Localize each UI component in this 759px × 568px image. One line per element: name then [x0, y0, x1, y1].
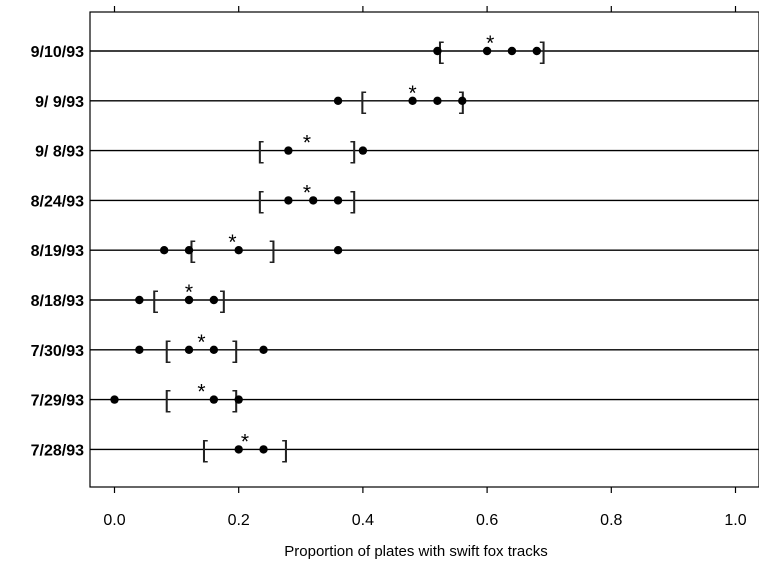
data-point [234, 445, 243, 454]
row-label: 9/10/93 [31, 44, 84, 61]
ci-right-bracket: ] [220, 287, 227, 314]
data-point [433, 46, 442, 56]
x-axis-ticks: 0.0 0.2 0.4 0.6 0.8 1.0 [103, 487, 747, 529]
row-label: 8/24/93 [31, 193, 84, 210]
data-point [408, 96, 417, 106]
data-point [259, 445, 268, 454]
ci-left-bracket: [ [201, 436, 208, 463]
ci-left-bracket: [ [152, 287, 159, 314]
data-point [358, 146, 368, 155]
row-label: 7/29/93 [31, 393, 84, 410]
x-tick-label: 0.2 [228, 512, 250, 529]
data-point [284, 146, 293, 155]
data-point [507, 46, 517, 56]
data-point [333, 96, 343, 106]
ci-left-bracket: [ [257, 138, 264, 165]
x-tick-label: 0.8 [600, 512, 622, 529]
ci-left-bracket: [ [164, 387, 171, 414]
data-row: 9/ 9/93[]* [35, 82, 759, 115]
ci-left-bracket: [ [257, 187, 264, 214]
data-row: 8/18/93 [] * [31, 281, 759, 314]
row-label: 9/ 8/93 [35, 144, 84, 161]
data-point [234, 246, 243, 255]
row-label: 8/18/93 [31, 293, 84, 310]
data-row: 7/28/93 [] * [31, 430, 759, 463]
mean-marker: * [197, 381, 205, 404]
data-rows: 9/10/93 [] * 9/ 9/93 [] * 9/ 8/93 [] * 8/24/93 [] *… [31, 32, 759, 463]
data-point [110, 395, 119, 404]
data-point [209, 295, 219, 305]
data-point [135, 295, 144, 305]
x-tick-label: 0.0 [103, 512, 125, 529]
data-row: 8/24/93 [] * [31, 181, 759, 214]
data-point [209, 345, 219, 354]
mean-marker: * [241, 430, 249, 453]
data-row: 9/10/93[]* [31, 32, 759, 65]
mean-marker: * [486, 32, 494, 55]
row-label: 7/30/93 [31, 343, 84, 360]
data-row: 8/19/93[]* [31, 231, 759, 264]
data-point [458, 96, 467, 106]
data-point [159, 246, 169, 255]
x-axis-label: Proportion of plates with swift fox trac… [284, 543, 547, 560]
mean-marker: * [408, 82, 416, 105]
mean-marker: * [228, 231, 236, 254]
data-point [532, 46, 541, 56]
ci-right-bracket: ] [270, 237, 277, 264]
ci-right-bracket: ] [350, 138, 357, 165]
data-point [259, 345, 268, 354]
data-point [333, 196, 343, 205]
row-label: 9/ 9/93 [35, 94, 84, 111]
top-tick-marks [113, 6, 737, 12]
x-tick-label: 1.0 [724, 512, 746, 529]
data-point [482, 46, 492, 56]
x-tick-label: 0.4 [352, 512, 374, 529]
x-tick-label: 0.6 [476, 512, 498, 529]
ci-right-bracket: ] [540, 38, 547, 65]
ci-left-bracket: [ [360, 88, 367, 115]
data-row: 9/ 8/93 [] * [35, 132, 759, 165]
data-point [284, 196, 293, 205]
mean-marker: * [197, 331, 205, 354]
data-point [433, 96, 442, 106]
mean-marker: * [303, 181, 311, 204]
ci-right-bracket: ] [232, 337, 239, 364]
data-point [209, 395, 219, 404]
data-point [234, 395, 243, 404]
data-row: 7/30/93 [] * [31, 331, 759, 364]
data-point [135, 345, 144, 354]
data-point [309, 196, 318, 205]
data-point [184, 345, 194, 354]
row-label: 8/19/93 [31, 243, 84, 260]
data-row: 7/29/93[]* [31, 381, 759, 414]
mean-marker: * [185, 281, 193, 304]
data-point [184, 246, 194, 255]
ci-right-bracket: ] [350, 187, 357, 214]
row-label: 7/28/93 [31, 442, 84, 459]
mean-marker: * [303, 132, 311, 155]
ci-right-bracket: ] [282, 436, 289, 463]
data-point [333, 246, 343, 255]
data-point [184, 295, 194, 305]
ci-left-bracket: [ [164, 337, 171, 364]
